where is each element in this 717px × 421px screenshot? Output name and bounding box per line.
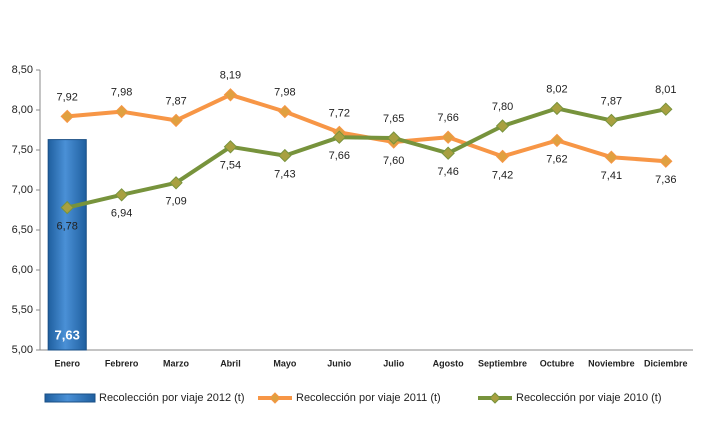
x-tick-label: Septiembre [478, 358, 527, 368]
value-label: 7,41 [601, 170, 622, 182]
legend-swatch [44, 393, 96, 403]
marker [223, 140, 238, 154]
marker [659, 102, 673, 116]
value-label: 8,01 [655, 84, 676, 96]
y-tick-label: 8,00 [12, 104, 33, 116]
y-tick-label: 5,50 [12, 304, 33, 316]
x-tick-label: Junio [327, 358, 352, 368]
value-label: 7,42 [492, 169, 513, 181]
marker [550, 133, 564, 148]
marker [659, 154, 673, 168]
marker [223, 88, 238, 102]
value-label: 7,60 [383, 155, 404, 167]
x-tick-label: Octubre [540, 358, 575, 368]
y-tick-label: 7,00 [12, 184, 33, 196]
value-label: 7,66 [437, 112, 458, 124]
marker [169, 176, 183, 190]
x-tick-label: Mayo [273, 358, 297, 368]
value-label: 8,19 [220, 70, 241, 82]
marker [169, 113, 183, 128]
value-label: 7,80 [492, 101, 513, 113]
x-tick-label: Abril [220, 358, 241, 368]
y-tick-label: 5,00 [12, 344, 33, 356]
x-tick-label: Noviembre [588, 358, 635, 368]
value-label: 6,78 [56, 221, 77, 233]
value-label: 7,92 [56, 91, 77, 103]
value-label: 7,98 [274, 87, 295, 99]
value-label: 7,72 [329, 107, 350, 119]
marker [114, 104, 129, 119]
marker [60, 200, 74, 215]
legend-marker [489, 392, 501, 404]
value-label: 7,43 [274, 169, 295, 181]
value-label: 7,66 [329, 150, 350, 162]
value-label: 7,62 [546, 153, 567, 165]
marker [332, 130, 346, 144]
marker [441, 146, 455, 160]
x-tick-label: Diciembre [644, 358, 688, 368]
marker [550, 101, 564, 116]
value-label: 7,98 [111, 87, 132, 99]
marker [495, 119, 510, 133]
legend-marker [269, 392, 281, 404]
line [67, 92, 666, 164]
x-tick-label: Julio [383, 358, 405, 368]
marker [60, 109, 74, 124]
bar [47, 139, 87, 351]
marker [441, 130, 455, 144]
x-tick-label: Enero [54, 358, 80, 368]
value-label: 7,87 [601, 95, 622, 107]
marker [495, 149, 510, 164]
marker [604, 150, 619, 164]
value-label: 7,46 [437, 166, 458, 178]
x-tick-label: Febrero [105, 358, 139, 368]
marker [278, 148, 292, 163]
legend-label: Recolección por viaje 2010 (t) [516, 392, 662, 404]
line [66, 106, 667, 210]
x-tick-label: Agosto [433, 358, 464, 368]
value-label: 7,36 [655, 174, 676, 186]
marker [114, 188, 129, 202]
value-label: 8,02 [546, 83, 567, 95]
value-label: 7,65 [383, 113, 404, 125]
y-tick-label: 7,50 [12, 144, 33, 156]
marker [604, 113, 619, 128]
legend-label: Recolección por viaje 2012 (t) [99, 392, 245, 404]
y-tick-label: 6,50 [12, 224, 33, 236]
value-label: 7,54 [220, 160, 241, 172]
marker [278, 104, 292, 119]
value-label: 7,09 [165, 196, 186, 208]
legend-label: Recolección por viaje 2011 (t) [296, 392, 441, 404]
marker [387, 131, 401, 145]
x-tick-label: Marzo [163, 358, 190, 368]
value-label: 6,94 [111, 208, 132, 220]
y-tick-label: 8,50 [12, 64, 33, 76]
y-tick-label: 6,00 [12, 264, 33, 276]
bar-value-label: 7,63 [55, 327, 80, 342]
value-label: 7,87 [165, 95, 186, 107]
